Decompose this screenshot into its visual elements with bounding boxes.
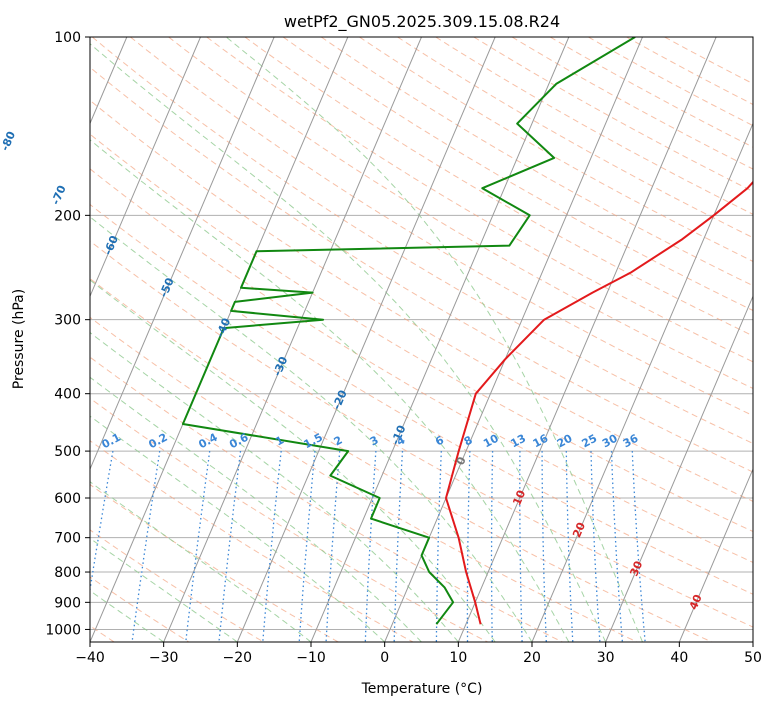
isotherm-line — [236, 37, 496, 642]
moist-adiabat — [90, 415, 386, 642]
dry-adiabat — [90, 397, 488, 642]
y-axis-label: Pressure (hPa) — [11, 289, 27, 389]
dewpoint-profile — [181, 37, 636, 625]
x-tick-label: −10 — [296, 650, 326, 666]
dry-adiabat — [90, 356, 563, 642]
mixing-ratio-line — [325, 451, 341, 642]
mixing-ratio-line — [364, 451, 377, 642]
mixing-ratio-line — [490, 451, 494, 642]
moist-adiabat — [90, 279, 496, 642]
mixing-ratio-label: 25 — [580, 432, 600, 451]
temperature-profile — [445, 180, 753, 625]
y-tick-label: 1000 — [45, 622, 81, 638]
x-tick-label: −30 — [149, 650, 179, 666]
moist-adiabat — [90, 331, 459, 642]
isotherm-line — [457, 37, 717, 642]
isotherm-line — [90, 37, 201, 298]
mixing-ratio-label: 16 — [531, 432, 551, 451]
y-tick-label: 200 — [54, 208, 81, 224]
mixing-ratio-line — [218, 451, 242, 642]
moist-adiabat — [90, 590, 164, 642]
x-tick-label: 50 — [744, 650, 762, 666]
x-tick-label: 30 — [597, 650, 615, 666]
moist-adiabat — [90, 43, 607, 642]
dry-adiabat — [90, 99, 753, 502]
mixing-ratio-line — [541, 451, 547, 642]
isotherm-line — [531, 122, 753, 642]
moist-adiabat — [90, 481, 312, 642]
isotherm-line — [310, 37, 570, 642]
plot-area — [90, 37, 753, 642]
moist-adiabat — [90, 537, 238, 642]
mixing-ratio-line — [393, 451, 404, 642]
mixing-ratio-line — [262, 451, 282, 642]
isotherm-label: 10 — [510, 488, 528, 507]
isotherm-line — [678, 467, 753, 642]
chart-title: wetPf2_GN05.2025.309.15.08.R24 — [284, 12, 560, 32]
moist-adiabat — [225, 37, 643, 642]
mixing-ratio-line — [519, 451, 523, 642]
dry-adiabat — [90, 316, 638, 642]
dry-adiabat — [90, 278, 712, 642]
isotherm-label: 40 — [687, 592, 705, 611]
isotherm-label: 20 — [570, 520, 588, 539]
mixing-ratio-label: 36 — [621, 432, 641, 451]
mixing-ratio-label: 10 — [481, 432, 501, 451]
dry-adiabat — [90, 240, 753, 628]
moist-adiabat — [90, 139, 570, 642]
isotherm-label: 30 — [627, 559, 645, 578]
x-tick-label: 20 — [523, 650, 541, 666]
mixing-ratio-line — [131, 451, 161, 642]
x-tick-label: 0 — [380, 650, 389, 666]
mixing-ratio-line — [610, 451, 624, 642]
mixing-ratio-line — [298, 451, 316, 642]
y-tick-label: 400 — [54, 387, 81, 403]
y-tick-label: 100 — [54, 30, 81, 46]
x-tick-label: 10 — [449, 650, 467, 666]
mixing-ratio-line — [466, 451, 471, 642]
y-tick-label: 700 — [54, 531, 81, 547]
axes: −40 −30 −20 −10 0 10 20 30 40 50 100 200 300 400 500 60… — [45, 30, 762, 666]
mixing-ratio-label: 30 — [600, 432, 620, 451]
dry-adiabat — [90, 203, 753, 595]
y-tick-label: 300 — [54, 313, 81, 329]
plot-background — [90, 37, 753, 642]
y-tick-label: 500 — [54, 444, 81, 460]
x-axis-label: Temperature (°C) — [361, 681, 483, 697]
mixing-ratio-line — [185, 451, 211, 642]
mixing-ratio-line — [590, 451, 601, 642]
mixing-ratio-label: 13 — [508, 432, 528, 451]
mixing-ratio-line — [631, 451, 646, 642]
isotherm-line — [90, 37, 275, 471]
y-tick-label: 900 — [54, 595, 81, 611]
mixing-ratio-line — [565, 451, 574, 642]
dry-adiabat — [90, 576, 190, 642]
mixing-ratio-line — [435, 451, 442, 642]
x-tick-label: 40 — [670, 650, 688, 666]
isotherm-line — [605, 295, 753, 642]
x-tick-label: −20 — [223, 650, 253, 666]
plot-frame — [89, 36, 754, 643]
moist-adiabat — [90, 216, 533, 642]
y-tick-label: 800 — [54, 565, 81, 581]
y-tick-label: 600 — [54, 491, 81, 507]
isotherm-line — [163, 37, 422, 642]
mixing-ratio-label: 20 — [555, 432, 575, 451]
x-tick-label: −40 — [75, 650, 105, 666]
